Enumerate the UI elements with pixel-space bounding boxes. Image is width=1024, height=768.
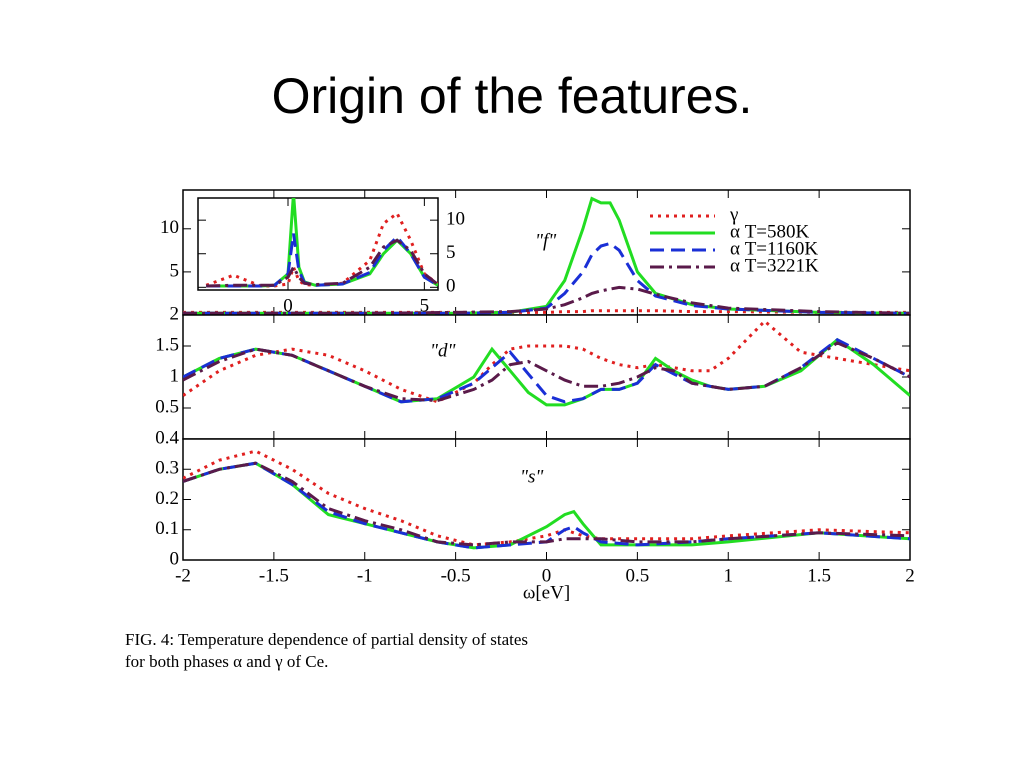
plot-area — [182, 314, 911, 440]
y-tick-label: 2 — [170, 303, 180, 324]
plot-area — [182, 438, 911, 561]
x-tick-label: 1.5 — [807, 565, 831, 586]
series-line — [183, 319, 910, 404]
y-tick-label: 5 — [446, 242, 456, 263]
series-line — [183, 285, 910, 315]
y-tick-label: 0.2 — [155, 488, 179, 509]
y-tick-label: 10 — [446, 209, 465, 230]
x-tick-label: 5 — [420, 295, 430, 316]
y-tick-label: 5 — [170, 260, 180, 281]
slide-title: Origin of the features. — [272, 68, 753, 124]
y-tick-label: 0.5 — [155, 396, 179, 417]
series-line — [183, 241, 910, 315]
x-tick-label: -1 — [357, 565, 373, 586]
caption: FIG. 4: Temperature dependence of partia… — [125, 630, 528, 649]
series-line — [183, 341, 910, 403]
x-tick-label: 1 — [724, 565, 734, 586]
panel-label: "s" — [520, 466, 544, 487]
y-tick-label: 0 — [170, 548, 180, 569]
x-tick-label: 0 — [542, 565, 552, 586]
x-tick-label: -2 — [175, 565, 191, 586]
legend-label: α T=1160K — [730, 238, 818, 259]
x-tick-label: 0.5 — [626, 565, 650, 586]
legend-label: α T=3221K — [730, 255, 819, 276]
series-line — [183, 461, 910, 547]
x-tick-label: -0.5 — [441, 565, 471, 586]
caption: for both phases α and γ of Ce. — [125, 652, 328, 671]
panel-label: "f" — [535, 230, 557, 251]
series-line — [183, 449, 910, 547]
y-tick-label: 0.3 — [155, 458, 179, 479]
y-tick-label: 0 — [446, 276, 456, 297]
y-tick-label: 1 — [170, 365, 180, 386]
y-tick-label: 1.5 — [155, 334, 179, 355]
legend-label: α T=580K — [730, 221, 810, 242]
x-tick-label: -1.5 — [259, 565, 289, 586]
panel-label: "d" — [430, 340, 456, 361]
plot-area — [197, 197, 439, 291]
x-axis-label: ω[eV] — [523, 582, 570, 603]
x-tick-label: 2 — [905, 565, 915, 586]
x-tick-label: 0 — [283, 295, 293, 316]
y-tick-label: 0.1 — [155, 518, 179, 539]
series-line — [206, 238, 438, 288]
legend-label: γ — [729, 204, 738, 225]
series-line — [183, 461, 910, 550]
y-tick-label: 10 — [160, 217, 179, 238]
series-line — [206, 233, 438, 288]
y-tick-label: 0.4 — [155, 427, 179, 448]
